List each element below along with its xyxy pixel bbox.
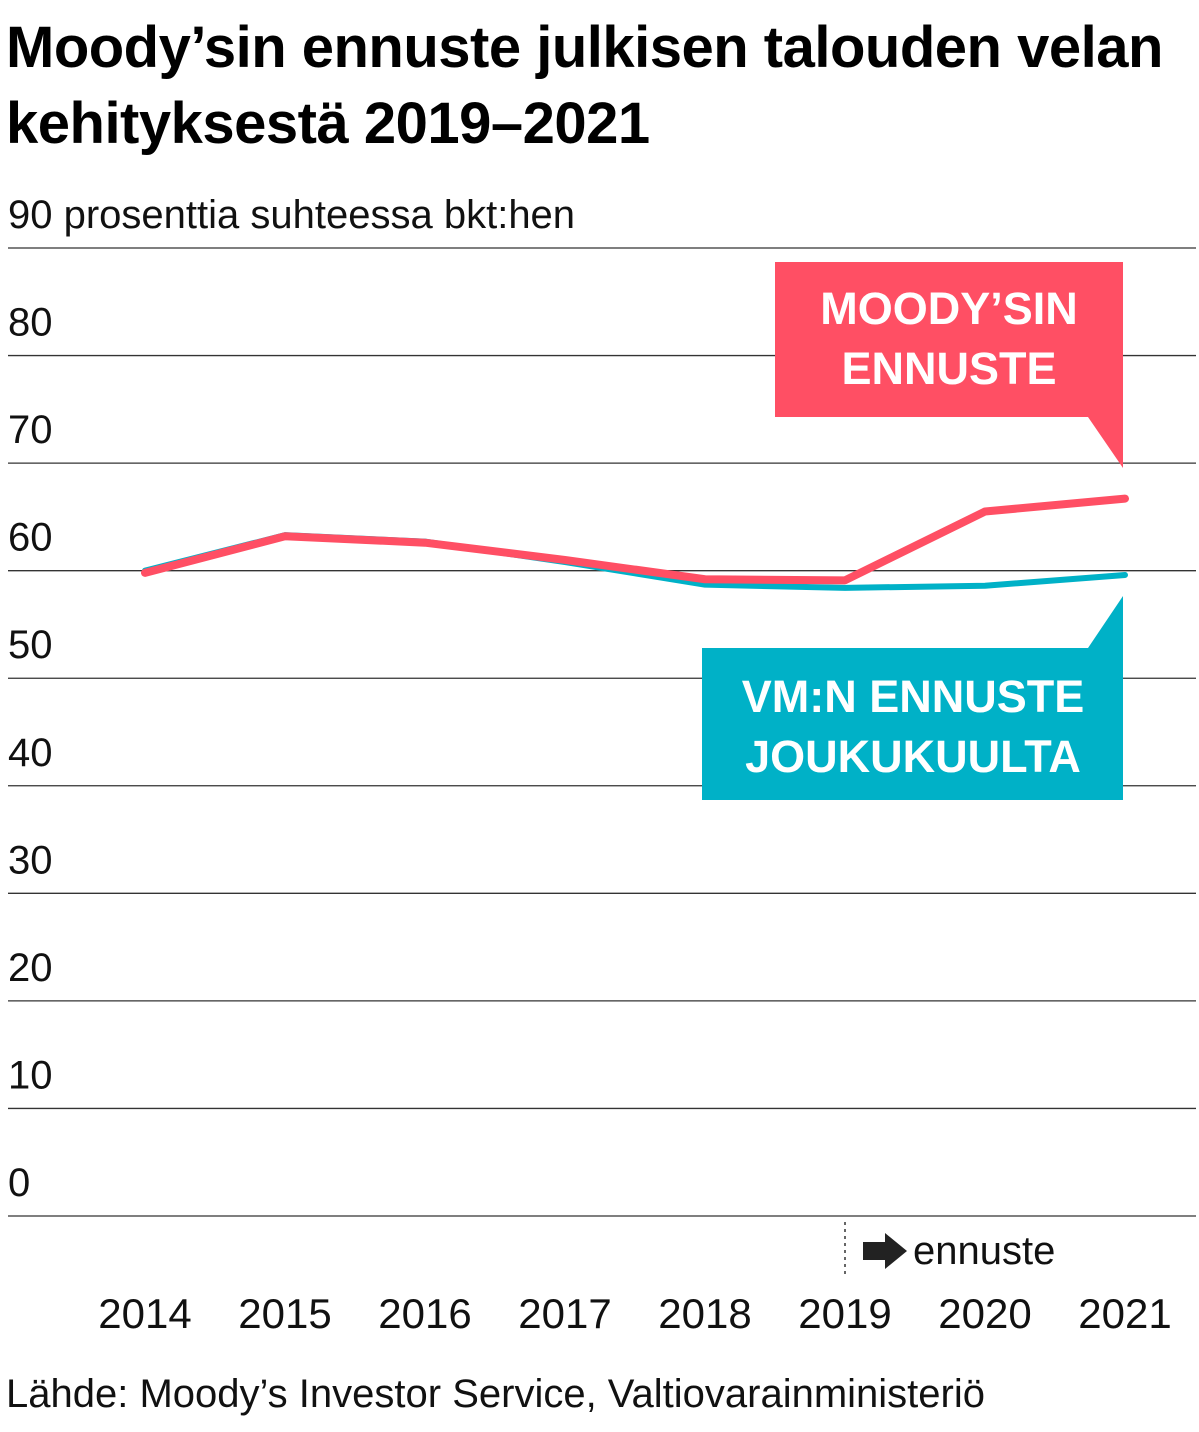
callout-box-moodys: [775, 262, 1123, 468]
x-axis-ticks: 2014 2015 2016 2017 2018 2019 2020 2021: [98, 1290, 1171, 1337]
y-tick-label-80: 80: [8, 301, 53, 345]
callout-label-vm-0: VM:N ENNUSTE: [742, 671, 1085, 722]
series-line-vm: [142, 532, 1128, 591]
y-tick-label-10: 10: [8, 1053, 53, 1097]
x-tick-label-2018: 2018: [658, 1290, 751, 1337]
y-tick-label-50: 50: [8, 623, 53, 667]
y-tick-label-90: 90 prosenttia suhteessa bkt:hen: [8, 193, 575, 237]
y-tick-label-30: 30: [8, 838, 53, 882]
callout-box-vm: [702, 596, 1123, 800]
y-tick-label-70: 70: [8, 408, 53, 452]
chart-title: Moody’sin ennuste julkisen talouden vela…: [6, 15, 1163, 156]
arrow-right-icon: [863, 1233, 907, 1269]
x-tick-label-2017: 2017: [518, 1290, 611, 1337]
y-tick-label-40: 40: [8, 731, 53, 775]
source-note: Lähde: Moody’s Investor Service, Valtiov…: [6, 1372, 985, 1416]
x-tick-label-2014: 2014: [98, 1290, 191, 1337]
y-tick-label-0: 0: [8, 1161, 30, 1205]
y-tick-label-20: 20: [8, 946, 53, 990]
y-axis-ticks: 0 10 20 30 40 50 60 70 80 90 prosenttia suhteessa…: [8, 193, 575, 1205]
forecast-marker: ennuste: [844, 1222, 1055, 1276]
series-line-moodys: [141, 494, 1129, 585]
line-chart: 0 10 20 30 40 50 60 70 80 90 prosenttia suhteessa…: [8, 193, 1196, 1337]
x-tick-label-2016: 2016: [378, 1290, 471, 1337]
x-tick-label-2015: 2015: [238, 1290, 331, 1337]
y-tick-label-60: 60: [8, 516, 53, 560]
x-tick-label-2019: 2019: [798, 1290, 891, 1337]
forecast-label: ennuste: [913, 1229, 1055, 1273]
callout-label-moodys-1: ENNUSTE: [841, 343, 1056, 394]
x-tick-label-2021: 2021: [1078, 1290, 1171, 1337]
x-tick-label-2020: 2020: [938, 1290, 1031, 1337]
series-lines: [141, 494, 1129, 591]
series-callouts: MOODY’SIN ENNUSTE VM:N ENNUSTE JOUKUKUULTA: [702, 262, 1123, 800]
callout-label-moodys-0: MOODY’SIN: [820, 283, 1078, 334]
callout-label-vm-1: JOUKUKUULTA: [745, 731, 1081, 782]
